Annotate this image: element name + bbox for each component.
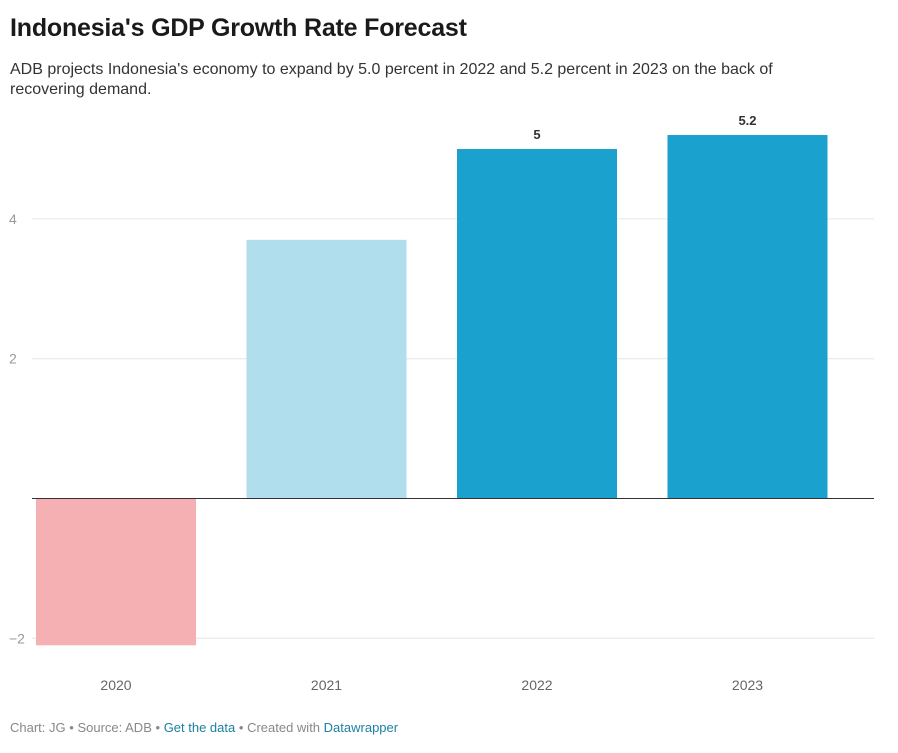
- y-tick-label: 4: [9, 211, 17, 227]
- footer-separator: •: [155, 720, 161, 735]
- bars: [36, 135, 828, 646]
- y-tick-label: 2: [9, 351, 17, 367]
- footer-separator: •: [69, 720, 74, 735]
- datawrapper-link[interactable]: Datawrapper: [323, 720, 399, 735]
- source-credit: Source: ADB: [77, 720, 152, 735]
- bar-chart: 4 2 −2 2020 2021 5 2022 5.2 2023: [9, 113, 874, 693]
- x-tick-label: 2020: [100, 677, 131, 693]
- bar-2022: [457, 149, 617, 499]
- x-tick-label: 2022: [521, 677, 552, 693]
- chart-subtitle: ADB projects Indonesia's economy to expa…: [10, 61, 773, 98]
- bar-2021: [246, 239, 407, 499]
- y-tick-label: −2: [9, 630, 25, 646]
- chart-footer: Chart: JG • Source: ADB • Get the data •…: [10, 720, 398, 735]
- x-tick-label: 2021: [311, 677, 342, 693]
- footer-separator: •: [238, 720, 244, 735]
- value-label: 5.2: [738, 113, 756, 128]
- get-the-data-link[interactable]: Get the data: [163, 720, 236, 735]
- chart-credit: Chart: JG: [10, 720, 66, 735]
- bar-2020: [36, 498, 196, 646]
- created-with-text: Created with: [247, 720, 321, 735]
- labels: 4 2 −2 2020 2021 5 2022 5.2 2023: [9, 113, 763, 693]
- x-tick-label: 2023: [732, 677, 763, 693]
- bar-2023: [667, 135, 828, 499]
- value-label: 5: [533, 127, 540, 142]
- chart-title: Indonesia's GDP Growth Rate Forecast: [10, 14, 467, 42]
